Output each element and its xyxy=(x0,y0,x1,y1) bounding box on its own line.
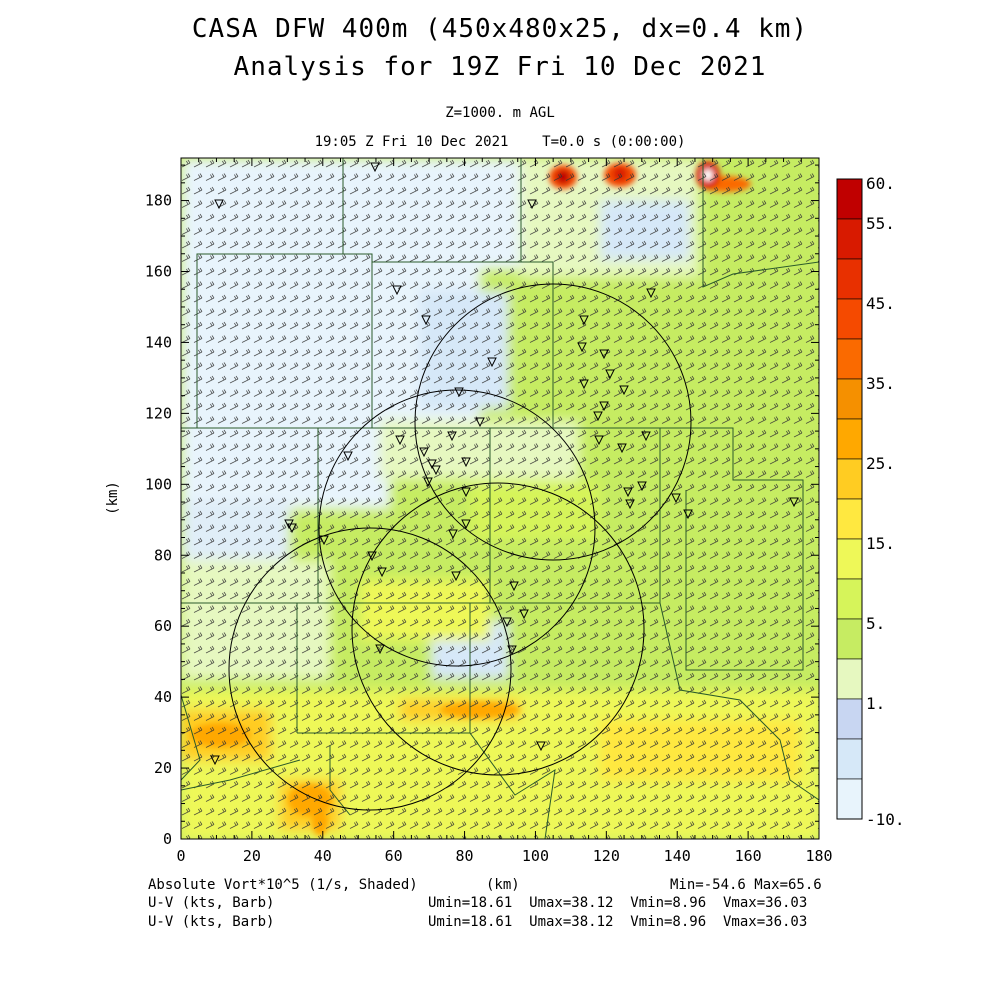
y-tick-label: 80 xyxy=(154,546,172,564)
colorbar-swatch xyxy=(836,538,863,580)
x-tick-label: 100 xyxy=(522,847,549,865)
wind-barb-label-2: U-V (kts, Barb) xyxy=(148,914,275,930)
chart-title-line1: CASA DFW 400m (450x480x25, dx=0.4 km) xyxy=(191,14,809,44)
shaded-field xyxy=(181,158,819,839)
colorbar-label: 15. xyxy=(866,534,895,553)
wind-barb-stats-2: Umin=18.61 Umax=38.12 Vmin=8.96 Vmax=36.… xyxy=(428,914,808,930)
x-tick-label: 20 xyxy=(243,847,261,865)
colorbar-swatch xyxy=(836,298,863,340)
chart-title-line2: Analysis for 19Z Fri 10 Dec 2021 xyxy=(233,52,767,82)
colorbar-swatch xyxy=(836,658,863,700)
x-tick-label: 120 xyxy=(593,847,620,865)
colorbar-swatch xyxy=(836,498,863,540)
axis-tick-labels: 0 20 40 60 80 100 120 140 160 180 0 20 40 60 80 100 120 1… xyxy=(145,192,833,865)
y-axis-label: (km) xyxy=(105,481,121,515)
radar-range-rings xyxy=(228,283,692,811)
axis-ticks xyxy=(180,158,820,840)
colorbar-frame xyxy=(836,178,863,820)
colorbar-swatch xyxy=(836,178,863,220)
colorbar-swatch xyxy=(836,698,863,740)
colorbar-label: 25. xyxy=(866,454,895,473)
x-tick-label: 160 xyxy=(735,847,762,865)
x-tick-label: 180 xyxy=(805,847,832,865)
y-tick-label: 40 xyxy=(154,688,172,706)
valid-time-label: 19:05 Z Fri 10 Dec 2021 T=0.0 s (0:00:00… xyxy=(314,134,686,150)
y-tick-label: 0 xyxy=(163,830,172,848)
y-tick-label: 20 xyxy=(154,759,172,777)
colorbar-label: 35. xyxy=(866,374,895,393)
colorbar-swatch xyxy=(836,458,863,500)
colorbar-boxes xyxy=(836,178,863,820)
colorbar-swatch xyxy=(836,258,863,300)
y-tick-label: 140 xyxy=(145,333,172,351)
colorbar-swatch xyxy=(836,218,863,260)
y-tick-label: 60 xyxy=(154,617,172,635)
level-label: Z=1000. m AGL xyxy=(445,105,555,121)
y-tick-label: 100 xyxy=(145,475,172,493)
wind-barb-stats-1: Umin=18.61 Umax=38.12 Vmin=8.96 Vmax=36.… xyxy=(428,895,808,911)
y-tick-label: 160 xyxy=(145,263,172,281)
colorbar-swatch xyxy=(836,618,863,660)
colorbar-swatch xyxy=(836,378,863,420)
x-tick-label: 140 xyxy=(664,847,691,865)
colorbar-swatch xyxy=(836,778,863,820)
station-markers xyxy=(210,162,799,766)
x-tick-label: 80 xyxy=(456,847,474,865)
colorbar-swatch xyxy=(836,738,863,780)
colorbar-swatch xyxy=(836,418,863,460)
county-boundaries xyxy=(181,158,819,839)
colorbar-labels: 60. 55. 45. 35. 25. 15. 5. 1. -10. xyxy=(866,174,905,829)
colorbar-label: 60. xyxy=(866,174,895,193)
x-axis-label: (km) xyxy=(486,877,520,893)
colorbar-label: -10. xyxy=(866,810,905,829)
colorbar-swatch xyxy=(836,338,863,380)
y-tick-label: 120 xyxy=(145,404,172,422)
colorbar-label: 1. xyxy=(866,694,885,713)
field-label: Absolute Vort*10^5 (1/s, Shaded) xyxy=(148,877,418,893)
colorbar-label: 55. xyxy=(866,214,895,233)
x-tick-label: 40 xyxy=(314,847,332,865)
x-tick-label: 60 xyxy=(385,847,403,865)
minmax-label: Min=-54.6 Max=65.6 xyxy=(670,877,822,893)
x-tick-label: 0 xyxy=(176,847,185,865)
colorbar-label: 5. xyxy=(866,614,885,633)
colorbar-swatch xyxy=(836,578,863,620)
y-tick-label: 180 xyxy=(145,192,172,210)
colorbar-label: 45. xyxy=(866,294,895,313)
wind-barb-label-1: U-V (kts, Barb) xyxy=(148,895,275,911)
